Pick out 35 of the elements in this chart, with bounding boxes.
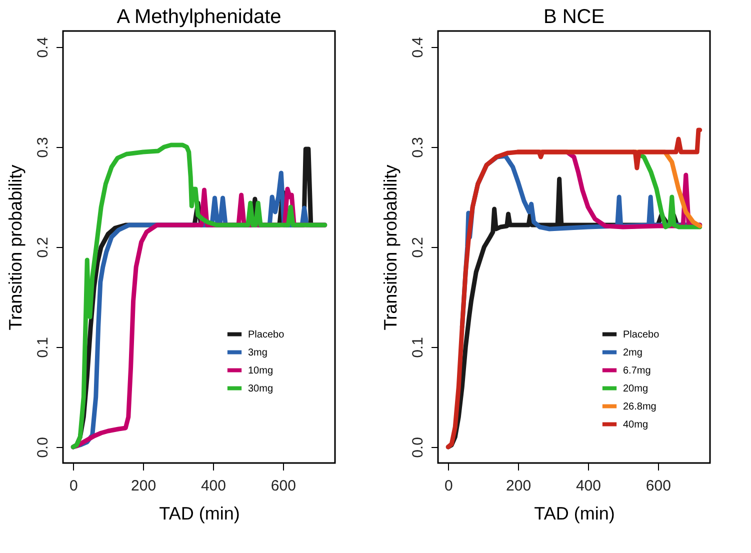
legend-label: 10mg [248, 365, 274, 376]
y-tick-label: 0.2 [410, 237, 426, 258]
legend-label: 20mg [623, 383, 648, 394]
y-tick-label: 0.1 [410, 337, 426, 358]
x-axis-title: TAD (min) [534, 504, 615, 524]
y-tick-label: 0.0 [410, 437, 426, 458]
y-tick-label: 0.0 [34, 437, 52, 458]
legend-label: 2mg [623, 347, 642, 358]
line-series [446, 128, 702, 450]
legend-label: 26.8mg [623, 401, 656, 412]
x-tick-label: 0 [69, 478, 78, 494]
legend-label: 30mg [248, 383, 274, 394]
x-tick-label: 400 [200, 478, 226, 494]
legend-label: 6.7mg [623, 365, 651, 376]
x-tick-label: 200 [506, 478, 532, 494]
x-tick-label: 600 [646, 478, 671, 494]
y-tick-label: 0.3 [34, 137, 52, 158]
y-tick-label: 0.4 [34, 37, 52, 58]
y-axis-title: Transition probability [6, 164, 26, 330]
x-axis-title: TAD (min) [159, 504, 240, 524]
x-tick-label: 400 [576, 478, 601, 494]
legend-label: 40mg [623, 419, 648, 430]
chart-title: A Methylphenidate [116, 6, 282, 28]
y-tick-label: 0.4 [410, 37, 426, 58]
y-tick-label: 0.3 [410, 137, 426, 158]
y-tick-label: 0.2 [34, 237, 52, 258]
y-tick-label: 0.1 [34, 337, 52, 358]
y-axis-title: Transition probability [380, 164, 400, 330]
x-tick-label: 600 [270, 478, 296, 494]
legend-label: Placebo [623, 329, 660, 340]
legend-label: 3mg [248, 347, 268, 358]
x-tick-label: 200 [131, 478, 156, 494]
chart-title: B NCE [543, 6, 605, 28]
x-tick-label: 0 [444, 478, 453, 494]
legend-label: Placebo [248, 329, 285, 340]
